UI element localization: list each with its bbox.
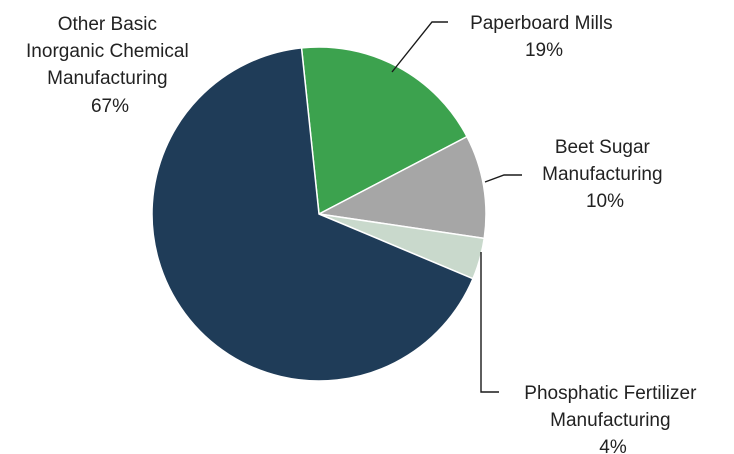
label-phosphatic-percent: 4% bbox=[599, 437, 627, 454]
label-other-line-3: Manufacturing bbox=[47, 68, 167, 89]
label-beet-sugar-percent: 10% bbox=[586, 191, 624, 212]
label-paperboard: Paperboard Mills 19% bbox=[470, 13, 618, 61]
pie-slices bbox=[151, 46, 487, 382]
slice-beet-sugar bbox=[316, 135, 487, 240]
label-paperboard-line-1: Paperboard Mills bbox=[470, 13, 613, 34]
leader-line-paperboard bbox=[391, 21, 448, 73]
label-other-percent: 67% bbox=[91, 96, 129, 117]
leader-line-phosphatic bbox=[480, 252, 499, 393]
slice-paperboard-mills bbox=[300, 46, 469, 216]
label-other-line-2: Inorganic Chemical bbox=[26, 41, 189, 62]
label-other-inorganic: Other Basic Inorganic Chemical Manufactu… bbox=[26, 14, 194, 117]
leader-line-beet-sugar bbox=[484, 174, 522, 183]
label-beet-sugar-line-1: Beet Sugar bbox=[555, 137, 651, 158]
label-phosphatic: Phosphatic Fertilizer Manufacturing 4% bbox=[524, 383, 701, 454]
label-phosphatic-line-1: Phosphatic Fertilizer bbox=[524, 383, 697, 404]
label-phosphatic-line-2: Manufacturing bbox=[550, 410, 670, 431]
label-beet-sugar: Beet Sugar Manufacturing 10% bbox=[542, 137, 668, 212]
slice-other-inorganic bbox=[151, 47, 474, 382]
label-other-line-1: Other Basic bbox=[58, 14, 157, 35]
label-paperboard-percent: 19% bbox=[525, 40, 563, 61]
label-beet-sugar-line-2: Manufacturing bbox=[542, 164, 662, 185]
